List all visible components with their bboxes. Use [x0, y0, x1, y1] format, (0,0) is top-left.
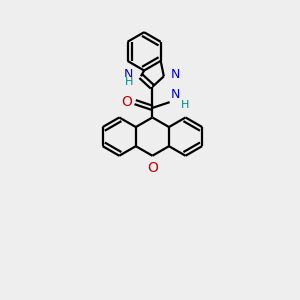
Text: N: N [124, 68, 134, 81]
Text: O: O [122, 95, 132, 109]
Text: H: H [181, 100, 189, 110]
Text: H: H [125, 76, 134, 87]
Text: N: N [171, 88, 181, 101]
Text: O: O [147, 161, 158, 175]
Text: N: N [171, 68, 181, 81]
